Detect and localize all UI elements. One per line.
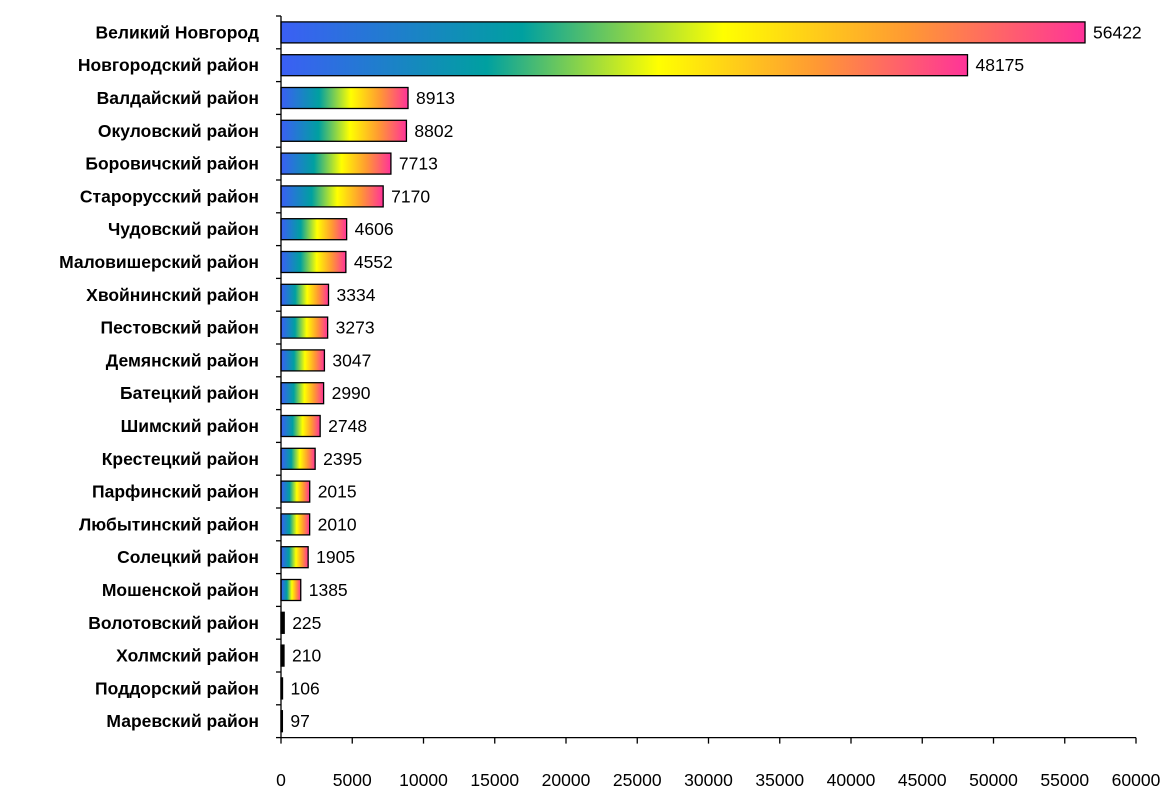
- x-axis-ticks: 0 5000 10000 15000 20000 25000 30000 35000 40000…: [276, 737, 1161, 790]
- bar: [280, 382, 325, 405]
- bars: [280, 21, 1086, 733]
- category-label: Валдайский район: [97, 88, 259, 108]
- x-tick-label: 25000: [613, 770, 662, 790]
- bar: [280, 86, 409, 110]
- category-label: Старорусский район: [80, 186, 259, 206]
- data-label: 225: [292, 613, 321, 633]
- category-label: Мошенской район: [102, 580, 259, 600]
- bar: [280, 447, 316, 470]
- category-label: Парфинский район: [92, 482, 259, 502]
- category-label: Холмский район: [116, 646, 259, 666]
- data-label: 97: [290, 711, 309, 731]
- x-tick-label: 50000: [969, 770, 1018, 790]
- data-label: 106: [291, 678, 320, 698]
- category-label: Маревский район: [106, 711, 259, 731]
- category-label: Солецкий район: [117, 547, 259, 567]
- category-label: Боровичский район: [85, 154, 259, 174]
- bar: [280, 54, 969, 77]
- x-tick-label: 0: [276, 770, 286, 790]
- category-label: Великий Новгород: [96, 22, 259, 42]
- data-label: 8802: [414, 121, 453, 141]
- x-tick-label: 55000: [1040, 770, 1089, 790]
- bar: [280, 349, 326, 372]
- value-labels: 56422 48175 8913 8802 7713 7170 4606 4552 3334 32…: [290, 22, 1141, 731]
- data-label: 3273: [336, 318, 375, 338]
- data-label: 2748: [328, 416, 367, 436]
- bar: [280, 578, 302, 602]
- category-label: Демянский район: [106, 350, 259, 370]
- category-labels: Великий Новгород Новгородский район Валдай…: [59, 22, 259, 731]
- x-tick-label: 15000: [470, 770, 519, 790]
- data-label: 2395: [323, 449, 362, 469]
- bar: [280, 185, 384, 208]
- data-label: 7713: [399, 154, 438, 174]
- category-label: Окуловский район: [98, 121, 259, 141]
- bar: [280, 316, 329, 339]
- x-tick-label: 60000: [1112, 770, 1161, 790]
- category-label: Новгородский район: [78, 55, 259, 75]
- x-tick-label: 35000: [755, 770, 804, 790]
- data-label: 4552: [354, 252, 393, 272]
- category-label: Пестовский район: [101, 318, 259, 338]
- bar: [280, 250, 347, 274]
- bar: [280, 546, 309, 569]
- bar: [280, 414, 321, 438]
- data-label: 210: [292, 646, 321, 666]
- bar: [280, 513, 311, 536]
- data-label: 3334: [337, 285, 376, 305]
- data-label: 2015: [318, 482, 357, 502]
- data-label: 56422: [1093, 22, 1142, 42]
- x-tick-label: 30000: [684, 770, 733, 790]
- category-label: Батецкий район: [120, 383, 259, 403]
- category-label: Волотовский район: [88, 613, 259, 633]
- category-label: Хвойнинский район: [86, 285, 259, 305]
- data-label: 8913: [416, 88, 455, 108]
- bar: [280, 21, 1086, 44]
- x-tick-label: 45000: [898, 770, 947, 790]
- data-label: 48175: [975, 55, 1024, 75]
- bar: [280, 218, 348, 241]
- data-label: 2010: [318, 514, 357, 534]
- bar: [280, 152, 392, 175]
- data-label: 4606: [355, 219, 394, 239]
- x-tick-label: 5000: [333, 770, 372, 790]
- data-label: 1905: [316, 547, 355, 567]
- category-label: Поддорский район: [95, 678, 259, 698]
- category-label: Маловишерский район: [59, 252, 259, 272]
- x-tick-label: 20000: [542, 770, 591, 790]
- x-tick-label: 40000: [827, 770, 876, 790]
- data-label: 7170: [391, 186, 430, 206]
- category-label: Чудовский район: [108, 219, 259, 239]
- bar: [280, 283, 330, 306]
- data-label: 1385: [309, 580, 348, 600]
- data-label: 2990: [332, 383, 371, 403]
- x-tick-label: 10000: [399, 770, 448, 790]
- data-label: 3047: [332, 350, 371, 370]
- category-label: Шимский район: [121, 416, 259, 436]
- category-label: Крестецкий район: [102, 449, 259, 469]
- bar: [280, 119, 408, 142]
- category-label: Любытинский район: [79, 514, 259, 534]
- bar: [280, 480, 311, 503]
